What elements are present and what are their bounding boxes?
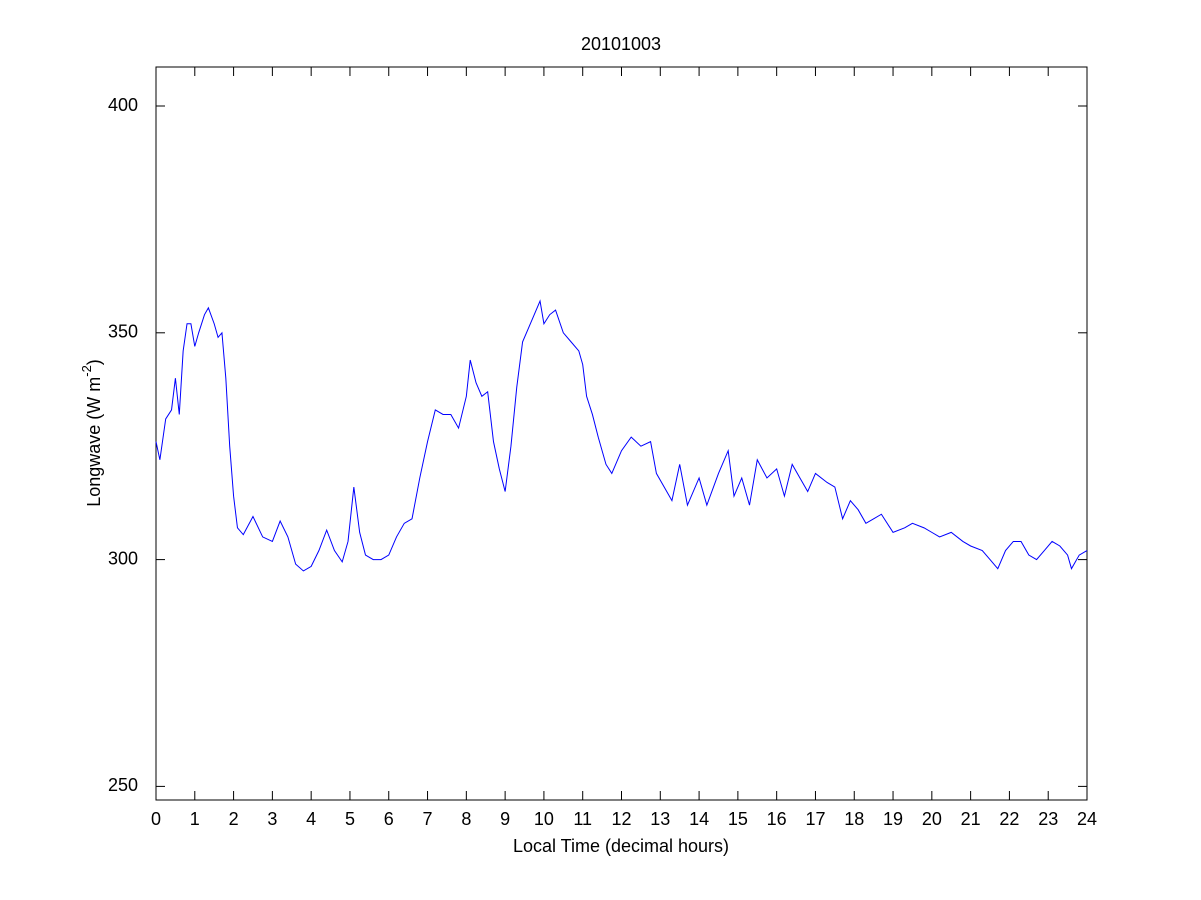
x-tick-label: 19 — [883, 809, 903, 829]
chart-title: 20101003 — [581, 34, 661, 54]
x-tick-label: 23 — [1038, 809, 1058, 829]
x-tick-label: 10 — [534, 809, 554, 829]
data-line — [155, 299, 1088, 572]
x-tick-label: 21 — [961, 809, 981, 829]
x-tick-label: 22 — [999, 809, 1019, 829]
x-tick-label: 1 — [190, 809, 200, 829]
x-tick-label: 4 — [306, 809, 316, 829]
x-tick-label: 14 — [689, 809, 709, 829]
y-tick-label: 300 — [108, 548, 138, 568]
y-tick-label: 250 — [108, 775, 138, 795]
x-tick-label: 16 — [767, 809, 787, 829]
x-tick-label: 24 — [1077, 809, 1097, 829]
x-tick-label: 0 — [151, 809, 161, 829]
x-tick-label: 15 — [728, 809, 748, 829]
x-tick-label: 3 — [267, 809, 277, 829]
x-tick-label: 12 — [611, 809, 631, 829]
y-label-superscript: -2 — [79, 365, 94, 377]
x-tick-label: 9 — [500, 809, 510, 829]
x-tick-label: 13 — [650, 809, 670, 829]
y-tick-label: 400 — [108, 95, 138, 115]
x-tick-label: 17 — [805, 809, 825, 829]
x-tick-label: 20 — [922, 809, 942, 829]
x-tick-label: 5 — [345, 809, 355, 829]
y-label-part: Longwave (W m — [84, 377, 104, 507]
y-label-part: ) — [84, 359, 104, 365]
x-tick-label: 11 — [573, 809, 592, 829]
x-axis-label: Local Time (decimal hours) — [513, 836, 729, 856]
x-tick-label: 8 — [461, 809, 471, 829]
x-tick-label: 2 — [229, 809, 239, 829]
plot-box — [155, 66, 1088, 801]
y-tick-label: 350 — [108, 322, 138, 342]
y-axis-label: Longwave (W m-2) — [79, 359, 103, 507]
x-tick-label: 6 — [384, 809, 394, 829]
x-tick-label: 18 — [844, 809, 864, 829]
x-tick-label: 7 — [423, 809, 433, 829]
